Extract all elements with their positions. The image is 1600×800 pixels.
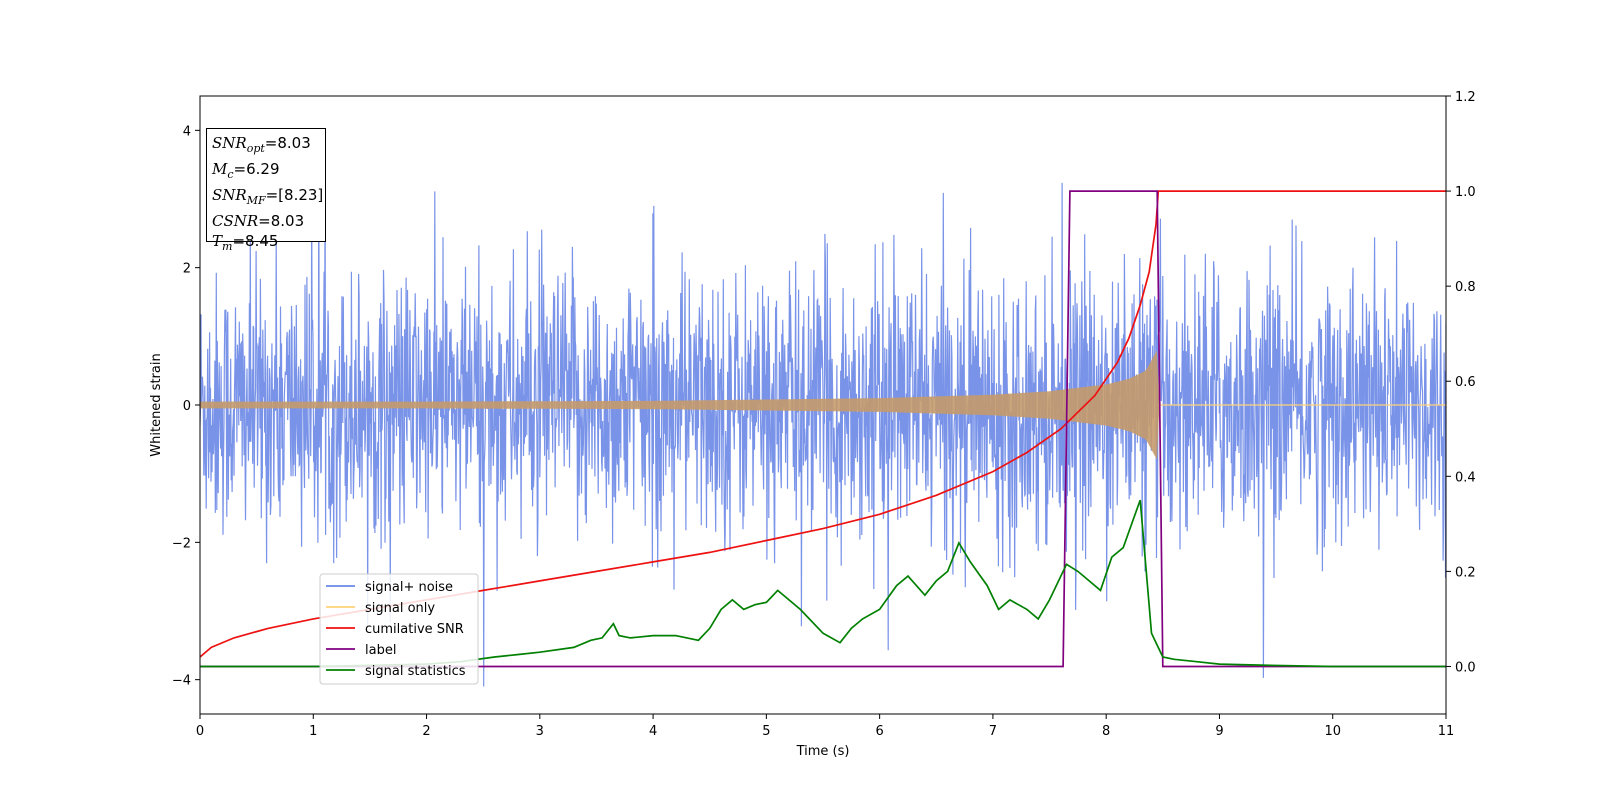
info-snr-opt-value: =8.03	[264, 134, 311, 152]
info-snr-mf-value: =[8.23]	[265, 186, 324, 204]
y-right-tick-label: 0.6	[1455, 375, 1476, 390]
x-tick-label: 0	[196, 724, 204, 739]
info-tm-value: =8.45	[232, 232, 279, 250]
x-tick-label: 9	[1215, 724, 1223, 739]
info-tm: Tm=8.45	[212, 231, 325, 257]
y-right-tick-label: 1.2	[1455, 90, 1476, 105]
legend-box	[319, 573, 479, 685]
y-axis-label: Whitened strain	[149, 353, 164, 456]
info-snr-mf: SNRMF=[8.23]	[212, 185, 325, 211]
signal-envelope	[200, 350, 1446, 460]
y-right-tick-label: 0.4	[1455, 470, 1476, 485]
y-right-tick-label: 0.0	[1455, 660, 1476, 675]
x-tick-label: 4	[649, 724, 657, 739]
x-tick-label: 1	[309, 724, 317, 739]
x-tick-label: 10	[1324, 724, 1341, 739]
x-tick-label: 2	[422, 724, 430, 739]
series-signal-noise	[200, 156, 1446, 687]
info-snr-opt-symbol: SNR	[212, 134, 247, 152]
info-mc: Mc=6.29	[212, 159, 325, 185]
x-axis-label: Time (s)	[796, 744, 850, 759]
y-right-tick-label: 1.0	[1455, 185, 1476, 200]
legend-entry-label: label	[365, 643, 396, 658]
y-right-tick-label: 0.8	[1455, 280, 1476, 295]
y-left-tick-label: 0	[183, 399, 191, 414]
info-box: SNRopt=8.03 Mc=6.29 SNRMF=[8.23] CSNR=8.…	[206, 128, 326, 253]
info-tm-subscript: m	[222, 240, 233, 253]
x-tick-label: 7	[989, 724, 997, 739]
legend-entry-label: signal+ noise	[365, 580, 453, 595]
axes-ticks: 0 1 2 3 4 5 6 7 8 9 10 11 4 2 0 −2 −4 1.2 1.0 0.8 0.6 0.4 0.2 0…	[172, 90, 1476, 739]
info-snr-opt: SNRopt=8.03	[212, 133, 325, 159]
legend-entry-label: cumilative SNR	[365, 622, 464, 637]
info-mc-value: =6.29	[233, 160, 280, 178]
info-snr-mf-symbol: SNR	[212, 186, 247, 204]
info-csnr-value: =8.03	[258, 212, 305, 230]
y-left-tick-label: −2	[172, 536, 191, 551]
noise-trace	[200, 156, 1446, 687]
line-label	[200, 190, 1446, 668]
x-tick-label: 3	[536, 724, 544, 739]
info-mc-symbol: M	[212, 160, 228, 178]
info-snr-opt-subscript: opt	[246, 142, 265, 155]
y-left-tick-label: −4	[172, 674, 191, 689]
info-csnr: CSNR=8.03	[212, 211, 325, 231]
y-left-tick-label: 2	[183, 262, 191, 277]
legend: signal+ noise signal only cumilative SNR la…	[319, 573, 479, 685]
y-right-tick-label: 0.2	[1455, 565, 1476, 580]
line-signal-statistics	[200, 499, 1446, 668]
y-left-tick-label: 4	[183, 124, 191, 139]
info-mc-subscript: c	[227, 168, 234, 181]
info-tm-symbol: T	[212, 232, 223, 250]
info-csnr-symbol: CSNR	[212, 212, 259, 230]
x-tick-label: 11	[1438, 724, 1455, 739]
series-signal-only	[200, 350, 1446, 460]
x-tick-label: 8	[1102, 724, 1110, 739]
legend-entry-label: signal statistics	[365, 664, 466, 679]
legend-entry-label: signal only	[365, 601, 435, 616]
x-tick-label: 6	[875, 724, 883, 739]
info-snr-mf-subscript: MF	[246, 194, 266, 207]
x-tick-label: 5	[762, 724, 770, 739]
